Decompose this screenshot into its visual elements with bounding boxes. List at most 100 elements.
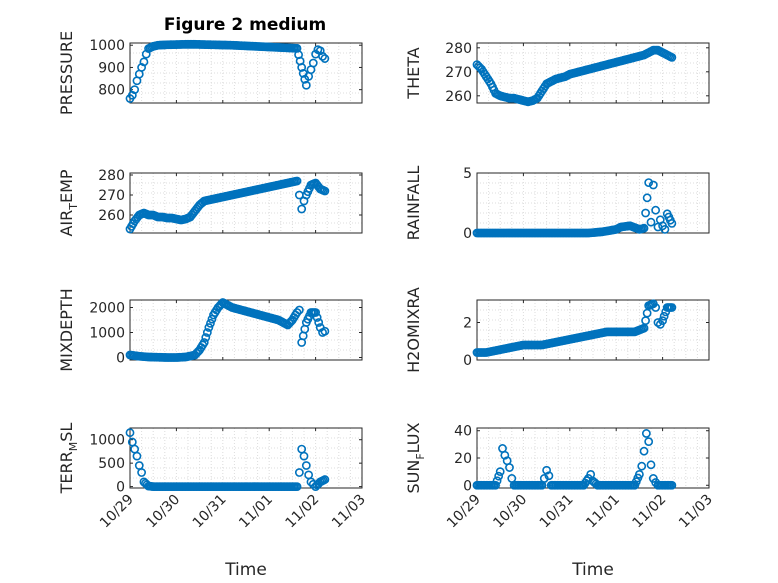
x-tick-label: 11/03 xyxy=(676,492,716,532)
data-point xyxy=(292,482,302,491)
y-tick-label: 260 xyxy=(98,208,125,224)
grid-lines xyxy=(130,173,362,233)
data-point xyxy=(202,328,212,337)
data-series xyxy=(125,428,330,491)
data-point xyxy=(301,461,311,470)
subplot-rainfall: 0 5 RAINFALL xyxy=(404,166,710,242)
x-tick-label: 11/02 xyxy=(283,492,323,532)
y-axis-label: THETA xyxy=(404,47,423,99)
data-point xyxy=(294,468,304,477)
data-point xyxy=(311,308,320,317)
data-point xyxy=(125,428,135,438)
data-point xyxy=(642,193,652,203)
data-point xyxy=(297,204,307,214)
y-tick-label: 2000 xyxy=(89,301,125,317)
data-point xyxy=(635,469,644,479)
data-point xyxy=(297,63,307,72)
y-tick-label: 800 xyxy=(98,83,125,99)
data-series xyxy=(125,39,330,103)
data-series xyxy=(472,178,677,238)
data-point xyxy=(495,467,505,477)
y-tick-label: 1000 xyxy=(89,38,125,54)
x-tick-label: 10/30 xyxy=(143,492,183,532)
axes-box xyxy=(476,299,710,361)
x-tick-label: 10/29 xyxy=(444,492,484,532)
y-axis-label: RAINFALL xyxy=(404,166,423,241)
y-tick-label: 0 xyxy=(463,478,472,494)
data-point xyxy=(641,208,650,218)
x-tick-label: 10/31 xyxy=(537,492,577,532)
data-point xyxy=(646,217,656,227)
axes-box xyxy=(129,172,363,234)
data-point xyxy=(651,205,661,215)
data-point xyxy=(658,316,667,326)
y-tick-label: 1000 xyxy=(89,326,125,342)
y-tick-label: 260 xyxy=(445,89,472,105)
data-point xyxy=(667,53,677,62)
data-point xyxy=(137,468,146,477)
grid-lines xyxy=(477,173,709,233)
data-point xyxy=(314,318,324,327)
subplot-terr_msl: 0 500 1000 10/29 10/30 10/31 11/01 11/02 11/03 TE… xyxy=(57,423,369,580)
data-point xyxy=(139,57,149,67)
axes-box xyxy=(129,299,363,361)
data-point xyxy=(318,51,327,61)
data-point xyxy=(505,463,514,472)
data-point xyxy=(320,475,330,484)
data-point xyxy=(299,451,309,461)
data-series xyxy=(125,298,330,362)
data-point xyxy=(641,316,650,326)
x-tick-label: 11/02 xyxy=(630,492,670,532)
data-point xyxy=(130,444,140,454)
grid-lines xyxy=(130,428,362,488)
data-point xyxy=(659,311,669,321)
x-axis-label: Time xyxy=(571,560,614,580)
data-point xyxy=(301,80,311,90)
y-tick-label: 270 xyxy=(445,65,472,81)
data-point xyxy=(292,176,302,186)
data-point xyxy=(648,180,658,190)
subplot-mixdepth: 0 1000 2000 MIXDEPTH xyxy=(57,288,363,372)
figure-title: Figure 2 medium xyxy=(164,15,326,35)
data-point xyxy=(292,308,302,317)
data-point xyxy=(653,318,663,327)
y-axis-label: SUNFLUX xyxy=(404,422,427,493)
subplot-theta: 260 270 280 THETA xyxy=(404,41,710,107)
data-point xyxy=(204,323,214,332)
y-tick-label: 20 xyxy=(454,451,472,467)
y-tick-label: 5 xyxy=(463,166,472,182)
y-tick-label: 0 xyxy=(116,351,125,367)
data-point xyxy=(304,470,314,480)
x-tick-label: 11/01 xyxy=(236,492,276,532)
grid-lines xyxy=(477,428,709,488)
data-series xyxy=(125,176,330,234)
data-point xyxy=(130,85,140,95)
y-tick-label: 280 xyxy=(445,41,472,57)
data-point xyxy=(199,338,209,347)
data-point xyxy=(491,480,500,490)
x-tick-label: 10/29 xyxy=(97,492,137,532)
data-point xyxy=(294,305,304,315)
data-point xyxy=(492,476,502,486)
data-point xyxy=(206,318,215,328)
data-point xyxy=(312,313,322,322)
y-axis-label: TERRMSL xyxy=(57,423,80,495)
y-tick-label: 0 xyxy=(463,226,472,242)
data-point xyxy=(132,451,142,461)
data-point xyxy=(646,460,656,470)
y-axis-label: AIRTEMP xyxy=(57,169,80,236)
y-tick-label: 2 xyxy=(463,316,472,332)
data-point xyxy=(639,223,649,233)
y-axis-label: H2OMIXRA xyxy=(404,287,423,373)
data-point xyxy=(667,218,677,228)
y-axis-label: PRESSURE xyxy=(57,31,76,115)
data-point xyxy=(320,54,330,63)
y-axis-label: MIXDEPTH xyxy=(57,288,76,371)
subplot-pressure: 800 900 1000 PRESSURE xyxy=(57,31,363,115)
data-series xyxy=(472,299,677,357)
data-point xyxy=(667,480,677,490)
data-point xyxy=(637,461,647,471)
subplot-sun_flux: 0 20 40 10/29 10/30 10/31 11/01 11/02 11/03 SUNFL… xyxy=(404,422,716,580)
data-point xyxy=(641,429,651,438)
